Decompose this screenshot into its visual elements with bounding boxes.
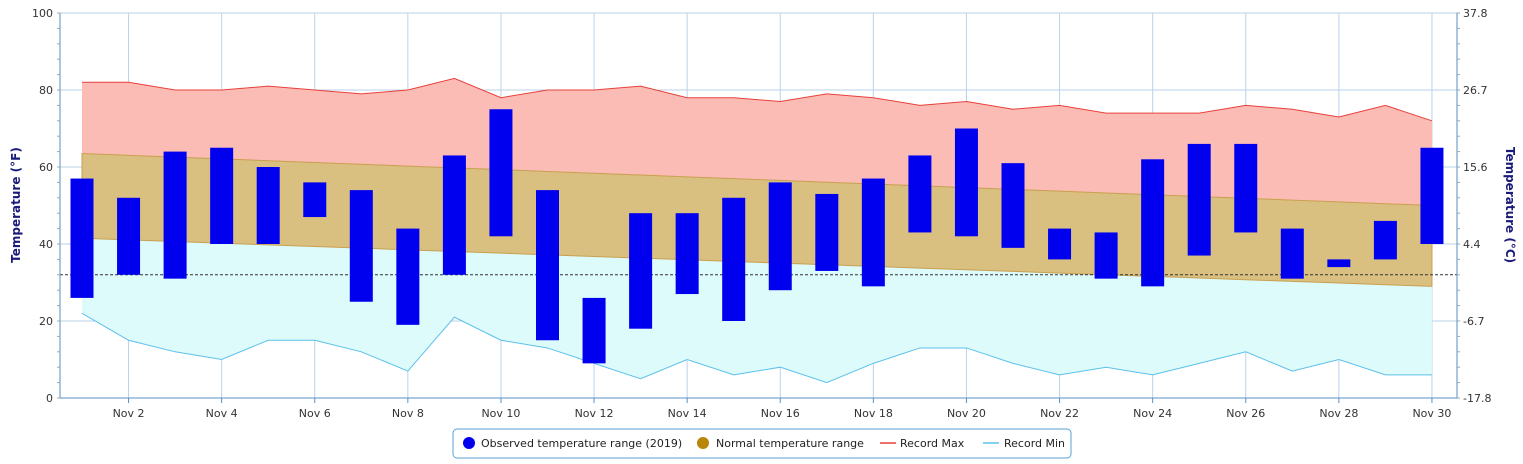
observed-bar[interactable] [1048, 228, 1072, 260]
x-tick-label: Nov 12 [575, 407, 614, 420]
x-tick-label: Nov 30 [1412, 407, 1451, 420]
observed-bar[interactable] [861, 178, 885, 287]
x-tick-label: Nov 4 [206, 407, 238, 420]
left-tick-label: 40 [39, 238, 53, 251]
right-tick-label: 26.7 [1463, 84, 1488, 97]
observed-bar[interactable] [768, 182, 792, 291]
x-tick-label: Nov 22 [1040, 407, 1079, 420]
right-tick-label: 4.4 [1463, 238, 1481, 251]
observed-bar[interactable] [117, 197, 141, 275]
normal-band-area [81, 153, 1433, 287]
observed-bar[interactable] [1280, 228, 1304, 279]
background-areas [60, 77, 1457, 384]
observed-bar[interactable] [722, 197, 746, 321]
legend-item-record-min[interactable]: Record Min [983, 437, 1065, 450]
observed-bar[interactable] [629, 213, 653, 329]
x-tick-label: Nov 24 [1133, 407, 1172, 420]
right-tick-label: 15.6 [1463, 161, 1488, 174]
observed-bar[interactable] [815, 193, 839, 271]
record-min-line [81, 312, 1432, 384]
axes: 0 20 40 60 80 100 -17.8 -6.7 4.4 15.6 26.7 37.8 Nov … [32, 7, 1491, 420]
left-tick-label: 20 [39, 315, 53, 328]
x-tick-label: Nov 26 [1226, 407, 1265, 420]
x-tick-label: Nov 2 [113, 407, 145, 420]
x-tick-label: Nov 14 [668, 407, 707, 420]
legend-item-normal[interactable]: Normal temperature range [697, 437, 864, 450]
left-tick-label: 80 [39, 84, 53, 97]
normal-marker-icon [697, 437, 709, 449]
legend-observed-label: Observed temperature range (2019) [481, 437, 682, 450]
observed-bar[interactable] [442, 155, 466, 275]
legend-record-min-label: Record Min [1004, 437, 1065, 450]
legend: Observed temperature range (2019) Normal… [452, 428, 1072, 459]
left-tick-label: 60 [39, 161, 53, 174]
observed-bar[interactable] [1327, 259, 1351, 268]
right-tick-label: -6.7 [1463, 315, 1484, 328]
right-tick-label: 37.8 [1463, 7, 1488, 20]
observed-bar[interactable] [210, 147, 234, 244]
x-tick-label: Nov 6 [299, 407, 331, 420]
observed-bar[interactable] [1373, 220, 1397, 260]
legend-normal-label: Normal temperature range [716, 437, 864, 450]
observed-bar[interactable] [256, 167, 280, 244]
x-tick-label: Nov 18 [854, 407, 893, 420]
legend-record-max-label: Record Max [900, 437, 965, 450]
left-axis-title: Temperature (°F) [9, 147, 23, 263]
x-tick-label: Nov 20 [947, 407, 986, 420]
observed-bar[interactable] [396, 228, 420, 325]
observed-bar[interactable] [954, 128, 978, 237]
x-tick-label: Nov 28 [1319, 407, 1358, 420]
legend-box [452, 428, 1072, 459]
right-tick-label: -17.8 [1463, 392, 1491, 405]
left-tick-label: 0 [46, 392, 53, 405]
observed-bar[interactable] [163, 151, 187, 279]
observed-bar[interactable] [1420, 147, 1444, 244]
observed-bar[interactable] [1234, 143, 1258, 233]
observed-marker-icon [463, 437, 475, 449]
observed-bar[interactable] [536, 190, 559, 341]
observed-bar[interactable] [489, 109, 513, 237]
record-max-line [82, 77, 1433, 122]
observed-bar[interactable] [303, 182, 327, 218]
legend-item-observed[interactable]: Observed temperature range (2019) [463, 437, 682, 450]
left-tick-label: 100 [32, 7, 53, 20]
observed-bars[interactable] [70, 109, 1444, 364]
observed-bar[interactable] [675, 213, 699, 295]
legend-item-record-max[interactable]: Record Max [880, 437, 965, 450]
observed-bar[interactable] [349, 190, 373, 302]
observed-bar[interactable] [70, 178, 94, 298]
observed-bar[interactable] [1187, 143, 1211, 256]
right-axis-title: Temperature (°C) [1503, 147, 1517, 263]
observed-bar[interactable] [1141, 159, 1165, 287]
x-tick-label: Nov 16 [761, 407, 800, 420]
observed-bar[interactable] [1001, 163, 1025, 248]
observed-bar[interactable] [908, 155, 932, 233]
observed-bar[interactable] [582, 297, 606, 364]
observed-bar[interactable] [1094, 232, 1118, 279]
x-tick-label: Nov 10 [481, 407, 520, 420]
x-tick-label: Nov 8 [392, 407, 424, 420]
